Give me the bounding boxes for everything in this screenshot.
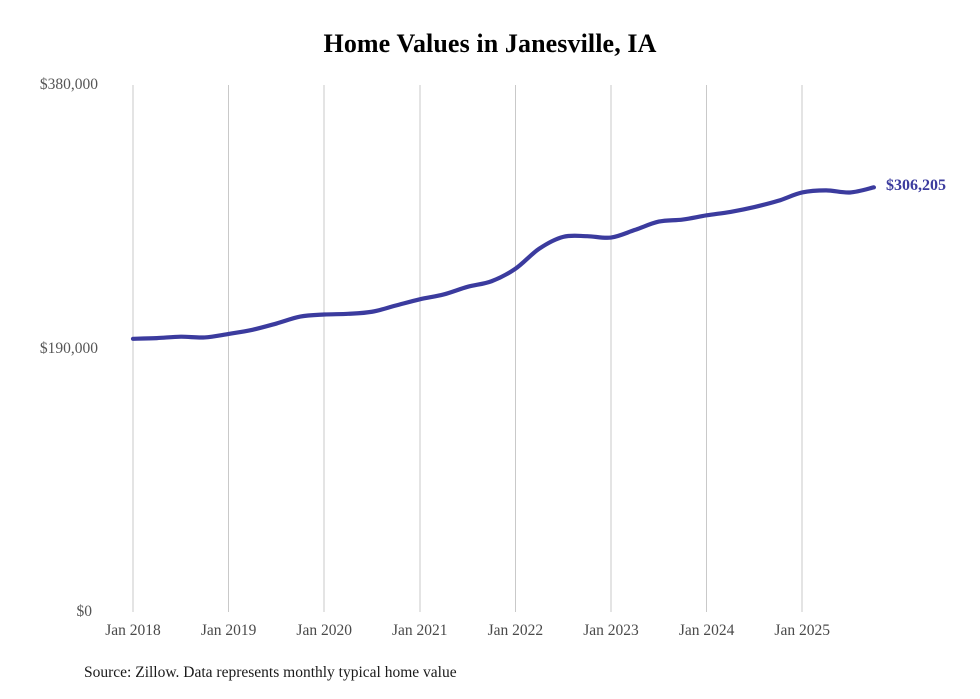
x-axis-tick-label: Jan 2025 — [774, 622, 830, 639]
home-value-line — [130, 185, 876, 341]
gridlines — [132, 85, 803, 612]
x-axis-tick-label: Jan 2024 — [678, 622, 735, 639]
x-axis-tick-label: Jan 2021 — [392, 622, 448, 639]
end-value-label: $306,205 — [886, 177, 946, 195]
x-axis-tick-label: Jan 2018 — [105, 622, 161, 639]
x-axis-tick-label: Jan 2020 — [296, 622, 352, 639]
x-axis-tick-label: Jan 2019 — [200, 622, 257, 639]
page-title: Home Values in Janesville, IA — [323, 29, 657, 58]
x-axis-tick-label: Jan 2023 — [583, 622, 639, 639]
source-note: Source: Zillow. Data represents monthly … — [84, 664, 457, 681]
series-paths — [130, 185, 876, 341]
y-axis-tick-label-zero: $0 — [76, 603, 93, 620]
y-axis-tick-label-mid: $190,000 — [39, 339, 98, 357]
x-axis-tick-label: Jan 2022 — [487, 622, 544, 639]
y-axis-tick-label-top: $380,000 — [39, 76, 98, 93]
